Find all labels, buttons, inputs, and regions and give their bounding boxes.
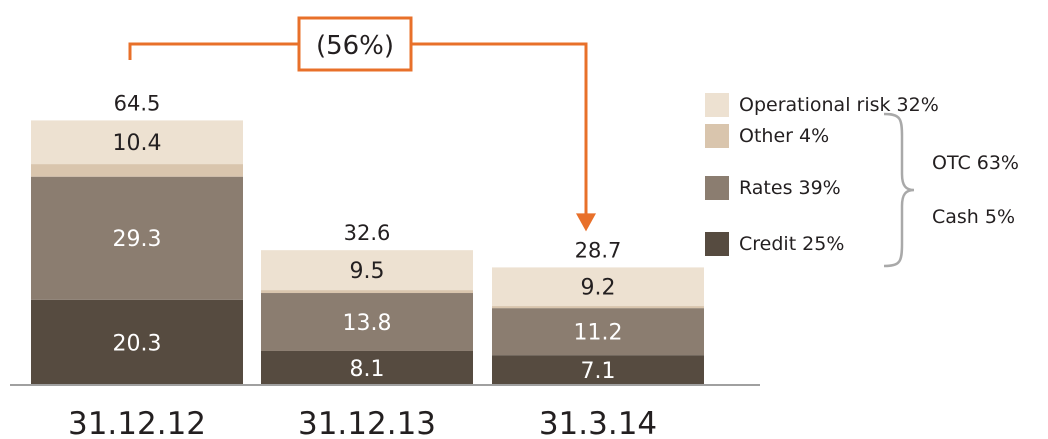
data-label-credit-25-31-12-12: 20.3 xyxy=(113,331,162,356)
bar-segment-other-4-31-12-12 xyxy=(31,164,243,177)
bar-segment-operational-risk-32-31-12-12 xyxy=(31,120,243,165)
data-label-operational-risk-32-31-12-12: 10.4 xyxy=(113,131,162,156)
x-tick-label-31-3-14: 31.3.14 xyxy=(539,406,657,439)
bar-segment-other-4-31-3-14 xyxy=(492,306,704,309)
data-label-credit-25-31-12-13: 8.1 xyxy=(350,357,385,382)
data-label-rates-39-31-12-13: 13.8 xyxy=(343,311,392,336)
bar-segment-operational-risk-32-31-3-14 xyxy=(492,267,704,307)
total-label-31-12-13: 32.6 xyxy=(344,221,391,245)
data-label-operational-risk-32-31-3-14: 9.2 xyxy=(581,276,616,301)
data-label-credit-25-31-3-14: 7.1 xyxy=(581,359,616,384)
change-annotation-text: (56%) xyxy=(316,31,394,61)
change-arrow-head xyxy=(576,213,596,232)
bar-segment-credit-25-31-12-12 xyxy=(31,299,243,385)
total-label-31-3-14: 28.7 xyxy=(575,238,622,262)
bar-segment-rates-39-31-3-14 xyxy=(492,308,704,356)
bar-segment-other-4-31-12-13 xyxy=(261,290,473,294)
data-label-operational-risk-32-31-12-13: 9.5 xyxy=(350,259,385,284)
bar-segment-operational-risk-32-31-12-13 xyxy=(261,250,473,291)
data-label-rates-39-31-12-12: 29.3 xyxy=(113,227,162,252)
data-label-rates-39-31-3-14: 11.2 xyxy=(574,321,623,346)
change-annotation-box xyxy=(297,16,413,72)
bar-segment-credit-25-31-12-13 xyxy=(261,350,473,385)
bar-segment-rates-39-31-12-12 xyxy=(31,176,243,300)
bar-segment-rates-39-31-12-13 xyxy=(261,293,473,351)
x-tick-label-31-12-13: 31.12.13 xyxy=(298,406,436,439)
bar-segment-credit-25-31-3-14 xyxy=(492,355,704,385)
x-tick-label-31-12-12: 31.12.12 xyxy=(68,406,206,439)
total-label-31-12-12: 64.5 xyxy=(114,91,161,115)
